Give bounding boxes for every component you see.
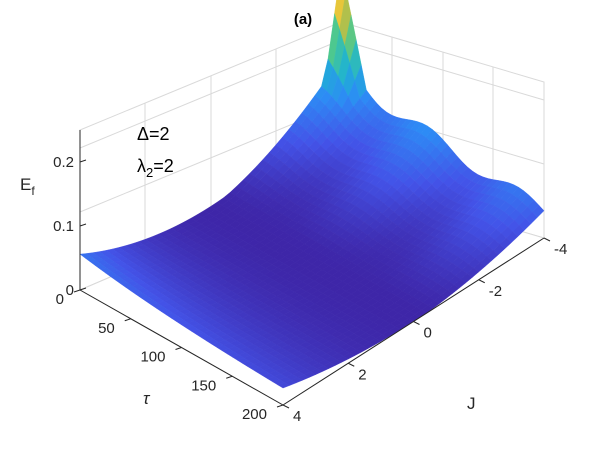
tau-tick-label: 0 bbox=[56, 291, 64, 308]
j-tick-label: -4 bbox=[554, 241, 567, 258]
tau-tick-label: 150 bbox=[191, 377, 216, 394]
annotation-delta: Δ=2 bbox=[137, 124, 170, 144]
j-tick bbox=[282, 404, 290, 409]
j-tick-label: 0 bbox=[424, 325, 432, 342]
chart-title: (a) bbox=[294, 11, 312, 28]
tau-tick bbox=[276, 404, 284, 408]
tau-tick bbox=[226, 375, 233, 379]
j-tick bbox=[413, 321, 420, 325]
z-tick-label: 0 bbox=[66, 282, 74, 299]
z-tick-label: 0.2 bbox=[53, 154, 74, 171]
y-axis-label: τ bbox=[143, 389, 151, 408]
tick-labels: 0 0.1 0.2 0 50 100 150 200 4 2 0 -2 -4 bbox=[53, 154, 567, 425]
z-tick bbox=[79, 159, 87, 163]
z-axis-label-main: E bbox=[20, 175, 31, 194]
j-tick bbox=[348, 362, 355, 367]
z-tick bbox=[79, 223, 87, 227]
axis-ticks bbox=[73, 159, 551, 409]
z-tick-label: 0.1 bbox=[53, 218, 74, 235]
tau-tick-label: 200 bbox=[242, 406, 267, 423]
tau-tick-label: 50 bbox=[98, 320, 115, 337]
z-axis-label-sub: f bbox=[31, 184, 35, 198]
z-tick bbox=[79, 287, 87, 291]
z-axis-label: Ef bbox=[20, 175, 35, 198]
j-tick-label: 4 bbox=[293, 408, 301, 425]
annotation-lambda: λ2=2 bbox=[137, 156, 174, 180]
x-axis-label: J bbox=[467, 394, 476, 413]
surface-mesh bbox=[79, 0, 545, 389]
tau-tick-label: 100 bbox=[140, 349, 165, 366]
tau-tick bbox=[73, 289, 81, 293]
surface-patch bbox=[277, 382, 290, 389]
j-tick bbox=[543, 237, 551, 242]
j-tick-label: -2 bbox=[489, 283, 502, 300]
j-tick bbox=[478, 279, 485, 284]
tau-tick bbox=[124, 318, 131, 322]
j-tick-label: 2 bbox=[358, 366, 366, 383]
tau-tick bbox=[175, 347, 182, 350]
